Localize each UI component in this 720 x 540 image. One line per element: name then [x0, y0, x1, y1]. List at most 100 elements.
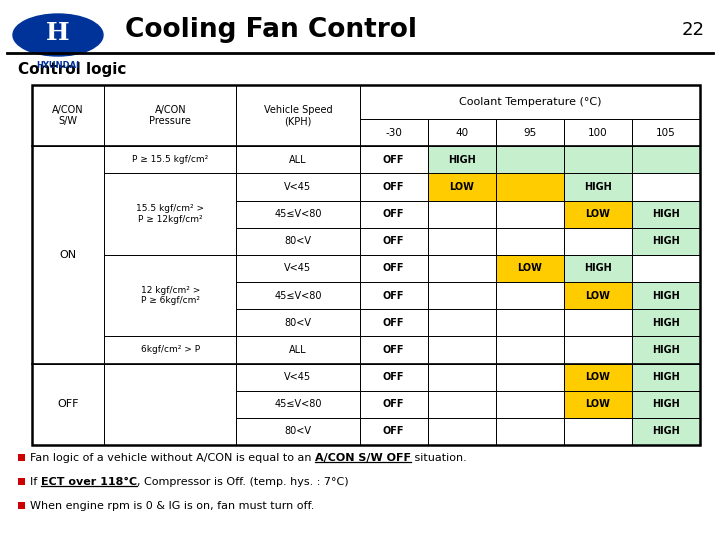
- Text: Fan logic of a vehicle without A/CON is equal to an: Fan logic of a vehicle without A/CON is …: [30, 453, 315, 463]
- Bar: [496, 336, 564, 363]
- Text: OFF: OFF: [383, 291, 405, 301]
- Text: HIGH: HIGH: [652, 209, 680, 219]
- Bar: [564, 282, 632, 309]
- Text: , Compressor is Off. (temp. hys. : 7°C): , Compressor is Off. (temp. hys. : 7°C): [137, 477, 348, 487]
- Text: LOW: LOW: [518, 264, 542, 273]
- Bar: [18, 477, 25, 484]
- Text: HIGH: HIGH: [652, 372, 680, 382]
- Bar: [428, 146, 496, 173]
- Text: ALL: ALL: [289, 345, 307, 355]
- Text: OFF: OFF: [383, 264, 405, 273]
- Text: 80<V: 80<V: [284, 427, 312, 436]
- Text: OFF: OFF: [383, 345, 405, 355]
- Bar: [496, 390, 564, 418]
- Text: Vehicle Speed
(KPH): Vehicle Speed (KPH): [264, 105, 332, 126]
- Bar: [632, 119, 700, 146]
- Text: A/CON
S/W: A/CON S/W: [53, 105, 84, 126]
- Text: 45≤V<80: 45≤V<80: [274, 209, 322, 219]
- Bar: [632, 363, 700, 390]
- Bar: [496, 255, 564, 282]
- Bar: [359, 228, 428, 255]
- Bar: [428, 200, 496, 228]
- Bar: [359, 390, 428, 418]
- Text: V<45: V<45: [284, 182, 312, 192]
- Bar: [632, 146, 700, 173]
- Text: OFF: OFF: [383, 209, 405, 219]
- Text: LOW: LOW: [585, 291, 611, 301]
- Bar: [564, 418, 632, 445]
- Bar: [32, 363, 104, 445]
- Bar: [359, 309, 428, 336]
- Bar: [496, 363, 564, 390]
- Text: HIGH: HIGH: [652, 399, 680, 409]
- Text: HYUNDAI: HYUNDAI: [37, 61, 80, 70]
- Bar: [104, 255, 236, 336]
- Text: OFF: OFF: [58, 399, 79, 409]
- Bar: [236, 390, 359, 418]
- Bar: [632, 200, 700, 228]
- Text: V<45: V<45: [284, 372, 312, 382]
- Text: HIGH: HIGH: [652, 318, 680, 328]
- Bar: [496, 282, 564, 309]
- Text: 105: 105: [656, 127, 676, 138]
- Bar: [104, 363, 236, 445]
- Bar: [496, 309, 564, 336]
- Text: OFF: OFF: [383, 399, 405, 409]
- Bar: [236, 173, 359, 200]
- Bar: [236, 255, 359, 282]
- Bar: [496, 228, 564, 255]
- Bar: [632, 309, 700, 336]
- Text: When engine rpm is 0 & IG is on, fan must turn off.: When engine rpm is 0 & IG is on, fan mus…: [30, 501, 315, 511]
- Bar: [428, 418, 496, 445]
- Text: -30: -30: [385, 127, 402, 138]
- Bar: [632, 418, 700, 445]
- Bar: [632, 336, 700, 363]
- Bar: [359, 418, 428, 445]
- Text: 80<V: 80<V: [284, 318, 312, 328]
- Text: 6kgf/cm² > P: 6kgf/cm² > P: [140, 346, 200, 354]
- Bar: [32, 85, 700, 445]
- Bar: [496, 146, 564, 173]
- Text: 45≤V<80: 45≤V<80: [274, 399, 322, 409]
- Text: OFF: OFF: [383, 237, 405, 246]
- Text: HIGH: HIGH: [584, 264, 612, 273]
- Text: OFF: OFF: [383, 155, 405, 165]
- Bar: [359, 255, 428, 282]
- Text: Cooling Fan Control: Cooling Fan Control: [125, 17, 417, 43]
- Bar: [236, 363, 359, 390]
- Text: 100: 100: [588, 127, 608, 138]
- Bar: [496, 418, 564, 445]
- Text: HIGH: HIGH: [584, 182, 612, 192]
- Text: 15.5 kgf/cm² >
P ≥ 12kgf/cm²: 15.5 kgf/cm² > P ≥ 12kgf/cm²: [136, 205, 204, 224]
- Text: H: H: [46, 21, 70, 45]
- Bar: [428, 309, 496, 336]
- Text: HIGH: HIGH: [448, 155, 476, 165]
- Bar: [632, 282, 700, 309]
- Bar: [236, 85, 359, 146]
- Text: A/CON
Pressure: A/CON Pressure: [149, 105, 192, 126]
- Bar: [496, 119, 564, 146]
- Bar: [236, 309, 359, 336]
- Bar: [359, 200, 428, 228]
- Bar: [32, 85, 104, 146]
- Bar: [32, 146, 104, 363]
- Text: LOW: LOW: [585, 399, 611, 409]
- Text: If: If: [30, 477, 41, 487]
- Text: ECT over 118°C: ECT over 118°C: [41, 477, 137, 487]
- Text: OFF: OFF: [383, 372, 405, 382]
- Bar: [496, 173, 564, 200]
- Ellipse shape: [13, 14, 103, 56]
- Bar: [496, 200, 564, 228]
- Text: 40: 40: [455, 127, 468, 138]
- Text: Coolant Temperature (°C): Coolant Temperature (°C): [459, 97, 601, 107]
- Text: OFF: OFF: [383, 182, 405, 192]
- Bar: [236, 228, 359, 255]
- Text: ALL: ALL: [289, 155, 307, 165]
- Bar: [236, 418, 359, 445]
- Text: 12 kgf/cm² >
P ≥ 6kgf/cm²: 12 kgf/cm² > P ≥ 6kgf/cm²: [140, 286, 200, 305]
- Bar: [359, 119, 428, 146]
- Text: HIGH: HIGH: [652, 237, 680, 246]
- Text: V<45: V<45: [284, 264, 312, 273]
- Text: LOW: LOW: [449, 182, 474, 192]
- Bar: [104, 146, 236, 173]
